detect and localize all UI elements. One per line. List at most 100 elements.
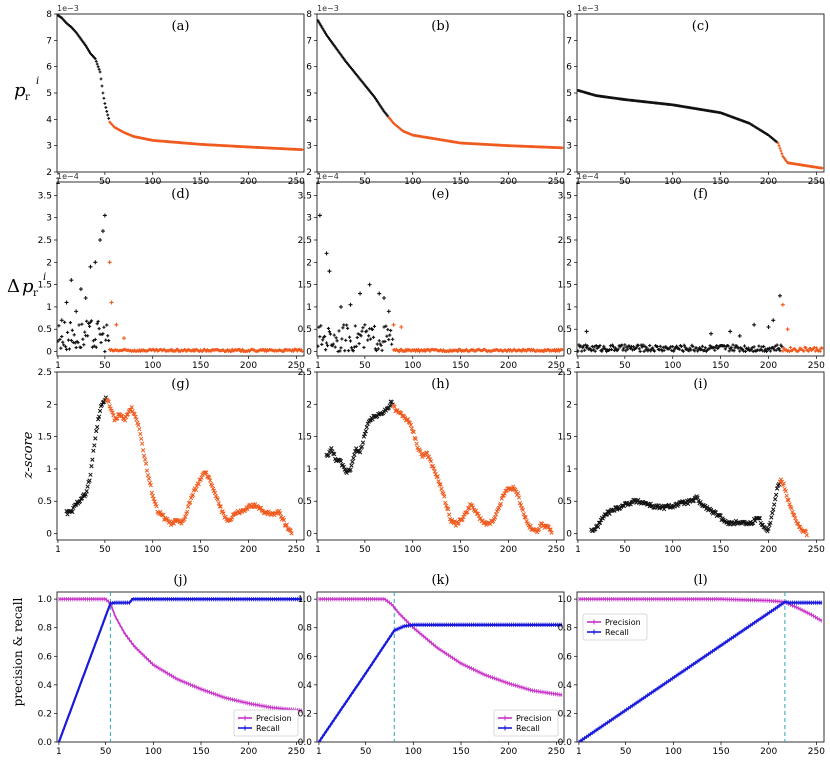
data-point	[183, 514, 188, 519]
y-tick-label: 8	[46, 10, 52, 20]
data-point	[152, 499, 157, 504]
legend-label: Precision	[516, 714, 552, 723]
data-point	[623, 343, 627, 347]
x-tick-label: 1	[575, 545, 581, 555]
x-tick-label: 1	[315, 545, 321, 555]
data-point	[786, 497, 791, 503]
data-point	[72, 333, 76, 337]
axis-exponent: 1e−3	[577, 4, 599, 13]
y-tick-label: 2	[46, 168, 52, 178]
data-point	[781, 481, 786, 486]
data-point	[106, 334, 110, 338]
data-point	[348, 302, 353, 307]
data-point	[356, 332, 360, 336]
x-tick-label: 150	[192, 545, 209, 555]
data-point	[196, 482, 201, 487]
x-tick-label: 50	[99, 545, 111, 555]
data-point	[640, 345, 644, 349]
data-point	[536, 527, 542, 532]
data-point	[771, 346, 775, 350]
data-point	[209, 483, 215, 488]
data-point	[795, 521, 801, 526]
data-point	[620, 343, 624, 347]
data-point	[130, 409, 135, 414]
data-point	[795, 521, 800, 526]
data-point	[95, 62, 99, 66]
panel-label: (g)	[171, 377, 189, 392]
data-point	[357, 342, 361, 346]
panel-label: (k)	[431, 573, 449, 588]
data-point	[580, 349, 584, 353]
data-point	[317, 325, 321, 329]
data-point	[342, 323, 346, 327]
y-tick-label: 3	[306, 142, 312, 152]
x-tick-label: 150	[712, 545, 729, 555]
y-tick-label: 2	[566, 168, 572, 178]
data-point	[773, 497, 778, 502]
data-point	[137, 426, 142, 432]
data-point	[777, 144, 781, 148]
data-point	[804, 346, 808, 350]
data-point	[388, 333, 392, 337]
data-point	[414, 441, 419, 446]
y-tick-label: 5	[566, 89, 572, 99]
data-point	[349, 463, 354, 468]
legend-label: Precision	[256, 714, 292, 723]
data-point	[102, 96, 106, 100]
data-point	[695, 346, 699, 350]
data-point	[723, 347, 727, 351]
data-point	[186, 504, 191, 509]
data-point	[88, 50, 91, 54]
row-label-p-sup: i	[36, 76, 39, 87]
x-tick-label: 1	[576, 747, 582, 757]
data-point	[125, 412, 130, 417]
data-point	[658, 344, 662, 348]
data-point	[324, 348, 328, 352]
data-point	[416, 347, 421, 351]
data-point	[387, 338, 391, 342]
y-tick-label: 0.6	[38, 652, 53, 662]
data-point	[553, 349, 557, 354]
x-tick-label: 150	[192, 361, 209, 371]
data-point	[348, 467, 353, 473]
data-point	[441, 348, 445, 352]
data-point	[350, 459, 355, 464]
data-point	[392, 404, 397, 409]
data-point	[94, 345, 98, 349]
data-point	[577, 343, 581, 347]
data-point	[85, 319, 89, 323]
legend-label: Recall	[516, 724, 540, 733]
data-point	[389, 328, 393, 333]
marks-b	[317, 19, 564, 150]
data-point	[70, 509, 75, 515]
y-tick-label: 1.5	[298, 433, 312, 443]
data-point	[399, 347, 403, 351]
data-point	[386, 328, 390, 332]
y-tick-label: 0.5	[558, 497, 572, 507]
data-point	[390, 342, 394, 346]
data-point	[759, 347, 763, 352]
data-point	[341, 326, 345, 330]
y-tick-label: 0	[306, 530, 312, 540]
y-tick-label: 1.5	[38, 281, 52, 291]
data-point	[594, 343, 598, 348]
data-point	[87, 48, 90, 52]
x-tick-label: 1	[55, 361, 61, 371]
data-point	[122, 336, 127, 341]
series-precision	[578, 598, 823, 622]
data-point	[190, 492, 196, 497]
data-point	[340, 337, 344, 341]
data-point	[149, 490, 154, 495]
data-point	[707, 347, 711, 351]
x-tick-label: 200	[760, 545, 777, 555]
panel-l: 1 50 100 150 200 2500.00.20.40.60.81.0(l)Prec…	[558, 573, 826, 757]
data-point	[520, 349, 524, 353]
y-tick-label: 3.5	[558, 191, 572, 201]
data-point	[804, 533, 809, 538]
data-point	[641, 343, 645, 347]
x-tick-label: 1	[56, 747, 62, 757]
y-tick-label: 6	[566, 63, 572, 73]
row-label-delta-main: p	[22, 276, 34, 297]
data-point	[361, 434, 367, 439]
